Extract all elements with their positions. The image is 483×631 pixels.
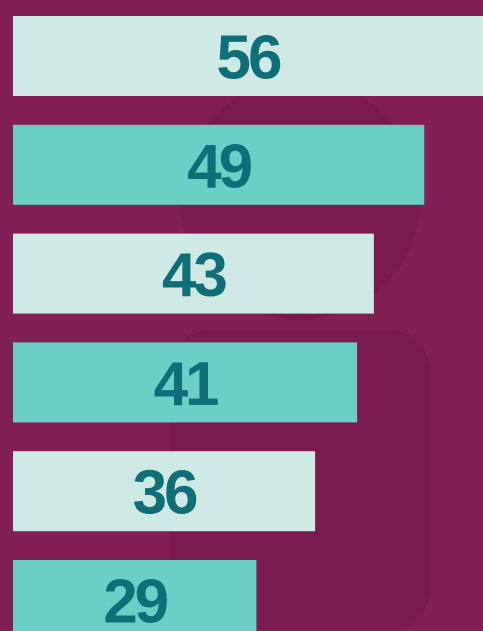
data-label: 56 [217, 24, 281, 93]
data-label: 36 [133, 459, 197, 528]
data-label: 41 [154, 350, 218, 419]
data-label: 43 [162, 241, 226, 310]
chart: 56 49 43 41 36 29 [0, 0, 483, 631]
page: 564943413629 (() => { const data = JSON.… [0, 0, 483, 631]
data-label: 49 [187, 132, 251, 201]
data-label: 29 [103, 568, 167, 631]
